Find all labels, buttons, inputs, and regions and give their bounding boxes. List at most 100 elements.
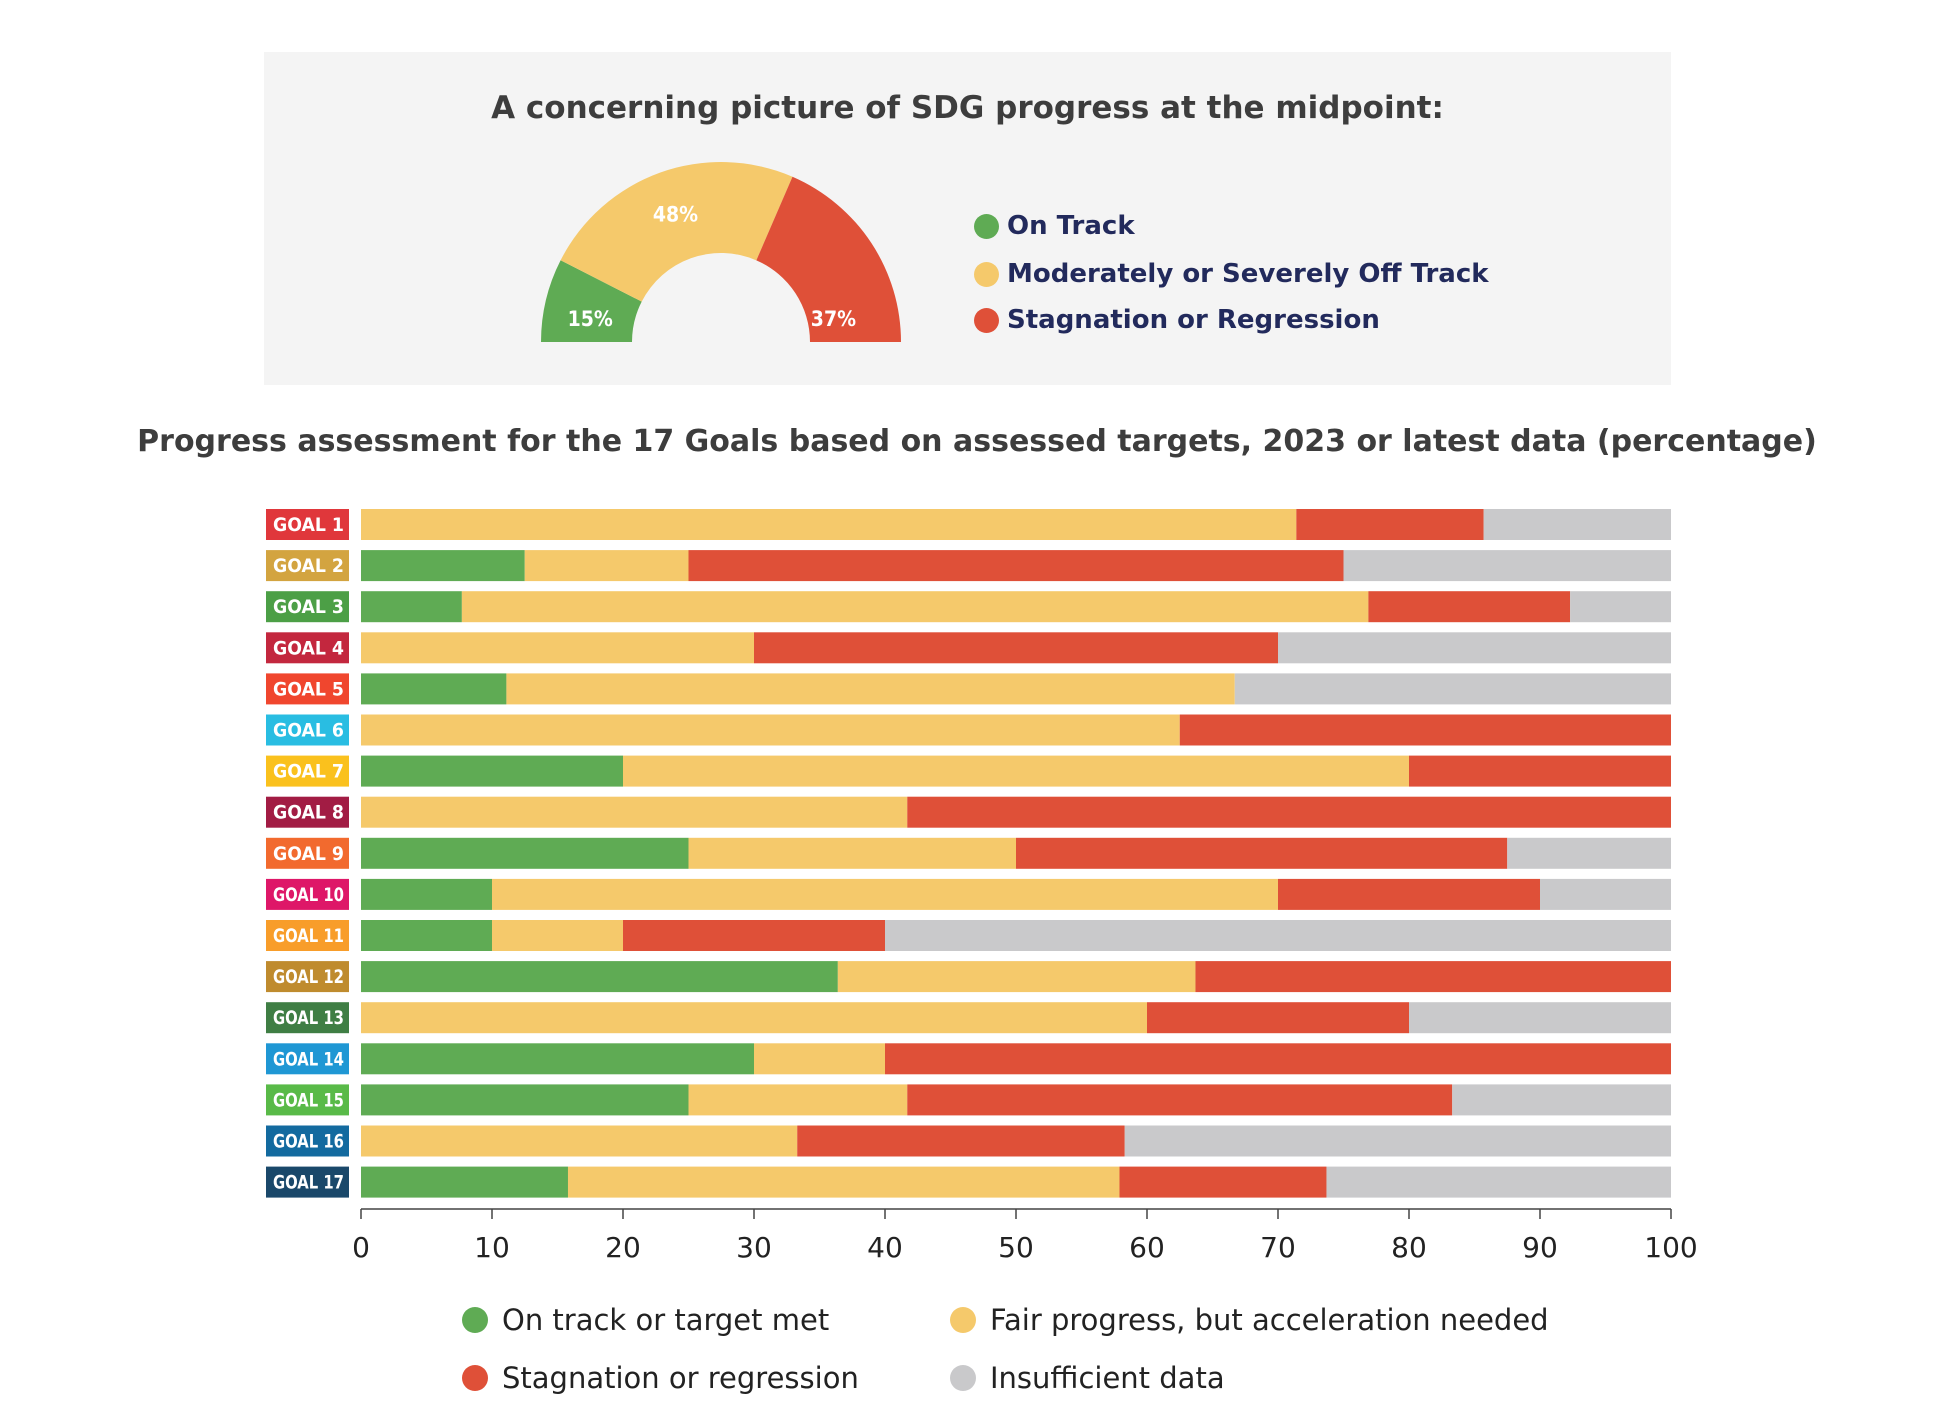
bar-segment	[623, 920, 885, 951]
gauge-legend-label: On Track	[1007, 211, 1135, 241]
goal-label: GOAL 14	[273, 1048, 344, 1070]
bar-legend-label: On track or target met	[502, 1303, 830, 1337]
goal-label: GOAL 7	[273, 761, 344, 783]
legend-dot-green	[462, 1307, 488, 1333]
bar-segment	[1343, 550, 1671, 582]
bar-segment	[885, 1043, 1671, 1075]
bar-segment	[907, 796, 1671, 828]
x-tick-label: 60	[1129, 1231, 1165, 1264]
goal-label: GOAL 1	[273, 514, 344, 536]
bar-segment	[1452, 1084, 1671, 1116]
bar-segment	[688, 550, 1344, 582]
bar-legend-label: Stagnation or regression	[502, 1361, 859, 1395]
x-tick-label: 0	[352, 1231, 370, 1264]
x-tick-label: 70	[1260, 1231, 1296, 1264]
gauge-legend-item-regression: Stagnation or Regression	[974, 303, 1380, 337]
bar-legend-item-insufficient: Insufficient data	[950, 1358, 1225, 1398]
legend-dot-red	[462, 1365, 488, 1391]
goal-label: GOAL 12	[273, 966, 344, 988]
gauge-segment	[541, 260, 642, 342]
goal-label-badge	[266, 1084, 349, 1116]
bar-legend-item-on-track: On track or target met	[462, 1300, 829, 1340]
bar-segment	[797, 1125, 1125, 1157]
goal-label-badge	[266, 1002, 349, 1034]
x-tick-label: 80	[1391, 1231, 1427, 1264]
bar-segment	[1124, 1125, 1671, 1157]
x-tick-label: 10	[474, 1231, 510, 1264]
bar-segment	[837, 961, 1196, 993]
bar-segment	[907, 1084, 1453, 1116]
bar-segment	[567, 1166, 1120, 1198]
x-tick-label: 40	[867, 1231, 903, 1264]
bar-segment	[1326, 1166, 1671, 1198]
goal-label-badge	[266, 878, 349, 910]
goal-label: GOAL 15	[273, 1089, 344, 1111]
gauge-legend-label: Moderately or Severely Off Track	[1007, 259, 1489, 289]
goal-label-badge	[266, 673, 349, 705]
x-tick-label: 90	[1522, 1231, 1558, 1264]
bar-segment	[361, 591, 462, 623]
bar-segment	[361, 1002, 1147, 1034]
bar-segment	[361, 878, 492, 910]
bar-segment	[361, 1043, 754, 1075]
goal-label: GOAL 17	[273, 1172, 344, 1194]
goal-label-badge	[266, 1043, 349, 1075]
gauge-legend-label: Stagnation or Regression	[1007, 305, 1380, 335]
bar-segment	[1147, 1002, 1409, 1034]
bar-segment	[1570, 591, 1671, 623]
gauge-segment-label: 15%	[568, 307, 613, 331]
goal-label-badge	[266, 591, 349, 623]
bar-segment	[361, 632, 754, 664]
bar-legend-item-regression: Stagnation or regression	[462, 1358, 859, 1398]
bar-segment	[361, 755, 623, 787]
gauge-segment	[560, 162, 793, 302]
bar-segment	[361, 1125, 798, 1157]
goal-label-badge	[266, 755, 349, 787]
legend-dot-red	[974, 307, 999, 333]
bar-segment	[361, 796, 908, 828]
bar-segment	[524, 550, 689, 582]
goal-label: GOAL 9	[273, 843, 344, 865]
goal-label: GOAL 3	[273, 596, 344, 618]
bar-segment	[1278, 632, 1671, 664]
goal-label-badge	[266, 837, 349, 869]
bar-segment	[1296, 509, 1484, 540]
bar-legend-label: Fair progress, but acceleration needed	[990, 1303, 1549, 1337]
bar-segment	[1540, 878, 1671, 910]
goal-label-badge	[266, 796, 349, 828]
bar-segment	[1119, 1166, 1327, 1198]
gauge-segment	[756, 176, 901, 342]
goal-label-badge	[266, 550, 349, 582]
bar-segment	[1234, 673, 1671, 705]
bar-segment	[506, 673, 1235, 705]
goal-label-badge	[266, 920, 349, 951]
bar-legend-label: Insufficient data	[990, 1361, 1225, 1395]
goal-label: GOAL 2	[273, 555, 344, 577]
bar-segment	[361, 1166, 568, 1198]
gauge-chart: 15% 48% 37%	[541, 162, 901, 342]
goal-label-badge	[266, 1166, 349, 1198]
bar-segment	[885, 920, 1671, 951]
bar-segment	[361, 673, 507, 705]
summary-panel: A concerning picture of SDG progress at …	[264, 52, 1671, 385]
goal-label: GOAL 16	[273, 1131, 344, 1153]
bar-segment	[361, 550, 525, 582]
bar-segment	[361, 961, 838, 993]
bar-segment	[1483, 509, 1671, 540]
bar-segment	[1368, 591, 1571, 623]
x-tick-label: 50	[998, 1231, 1034, 1264]
goal-label: GOAL 11	[273, 925, 344, 947]
bar-segment	[754, 632, 1278, 664]
bar-segment	[623, 755, 1409, 787]
goal-label: GOAL 10	[273, 884, 344, 906]
bar-segment	[688, 837, 1016, 869]
goal-label-badge	[266, 1125, 349, 1157]
bar-segment	[361, 837, 689, 869]
gauge-segment-label: 37%	[811, 307, 856, 331]
bar-segment	[754, 1043, 885, 1075]
bar-segment	[461, 591, 1369, 623]
goal-label-badge	[266, 961, 349, 993]
bar-segment	[1409, 1002, 1671, 1034]
bar-segment	[1507, 837, 1671, 869]
